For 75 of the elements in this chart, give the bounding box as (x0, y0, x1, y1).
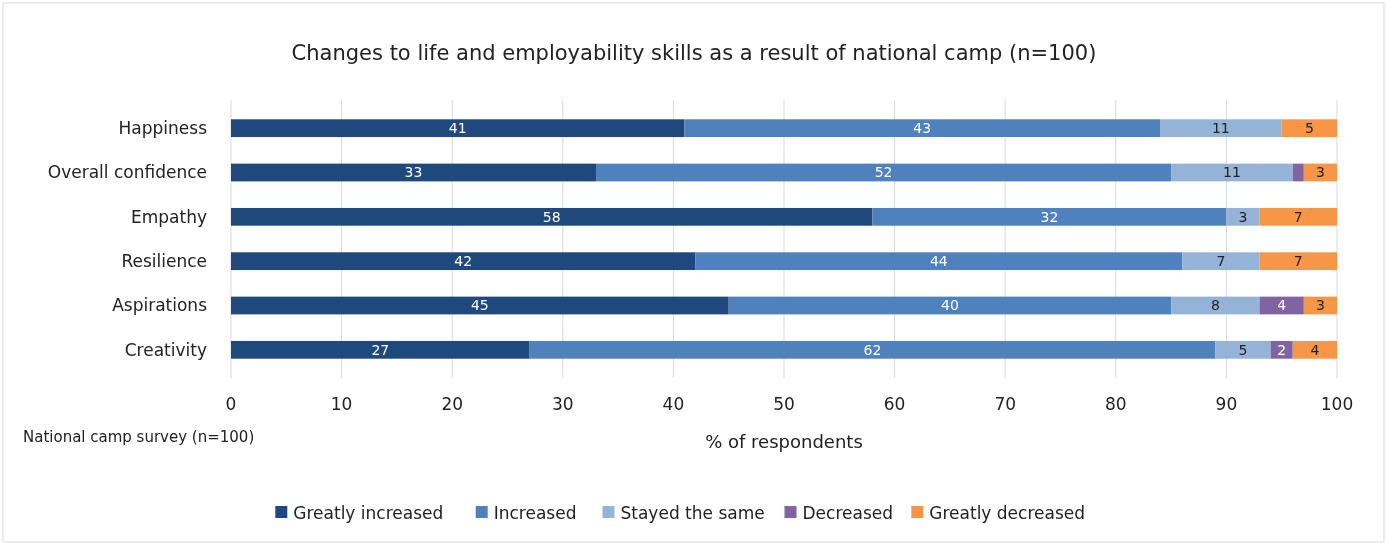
x-tick-label: 60 (883, 394, 906, 414)
text: National camp survey (n=100) (23, 428, 255, 446)
legend-label: Greatly increased (293, 502, 444, 523)
y-tick-label: Empathy (130, 206, 207, 227)
x-tick-label: 90 (1215, 394, 1238, 414)
legend-label: Greatly decreased (929, 502, 1086, 523)
bar (1182, 252, 1260, 271)
data-label: 11 (1223, 164, 1241, 181)
bar (1215, 340, 1271, 359)
bar (728, 296, 1172, 315)
data-label: 3 (1238, 208, 1248, 225)
data-label: 52 (874, 164, 893, 181)
data-label: 27 (371, 341, 390, 358)
bar (529, 340, 1216, 359)
legend-label: Decreased (802, 502, 893, 523)
x-tick-label: 20 (441, 394, 464, 414)
x-tick-label: 30 (551, 394, 574, 414)
bar (695, 252, 1183, 271)
x-tick-label: 10 (330, 394, 353, 414)
data-label: 7 (1293, 208, 1303, 225)
bar (1226, 207, 1260, 226)
data-label: 5 (1304, 120, 1314, 137)
data-label: 7 (1293, 253, 1303, 270)
data-label: 40 (940, 297, 959, 314)
bar (1259, 252, 1337, 271)
bar (1270, 340, 1293, 359)
x-tick-label: 80 (1104, 394, 1127, 414)
data-label: 43 (913, 120, 932, 137)
data-label: 45 (470, 297, 489, 314)
data-label: 32 (1040, 208, 1059, 225)
data-label: 11 (1211, 120, 1230, 137)
bar (231, 119, 685, 138)
bar (231, 340, 530, 359)
bar (1171, 296, 1260, 315)
bar (684, 119, 1161, 138)
bar (595, 163, 1172, 182)
bar (231, 252, 696, 271)
data-label: 62 (863, 341, 882, 358)
data-label: 41 (448, 120, 467, 137)
data-label: 5 (1238, 341, 1248, 358)
y-tick-label: Resilience (121, 251, 207, 272)
data-label: 2 (1277, 341, 1287, 358)
bar (872, 207, 1227, 226)
data-label: 58 (542, 208, 561, 225)
bar (231, 163, 596, 182)
y-tick-label: Aspirations (112, 295, 208, 316)
y-tick-label: Happiness (118, 118, 208, 139)
data-label: 44 (929, 253, 948, 270)
data-label: 42 (454, 253, 473, 270)
bar (1292, 340, 1337, 359)
data-label: 33 (404, 164, 423, 181)
x-tick-label: 70 (994, 394, 1017, 414)
legend-label: Increased (493, 502, 577, 523)
x-tick-label: 50 (773, 394, 795, 414)
bar (231, 207, 873, 226)
data-label: 4 (1277, 297, 1287, 314)
bar (1281, 119, 1337, 138)
bar (1171, 163, 1293, 182)
chart-title: Changes to life and employability skills as a result of national camp (n=100) (291, 41, 1097, 65)
data-label: 8 (1210, 297, 1220, 314)
data-label: 3 (1315, 164, 1325, 181)
y-tick-label: Creativity (124, 339, 207, 360)
bar (1259, 207, 1337, 226)
x-axis-title: % of respondents (705, 431, 863, 452)
bar (231, 296, 729, 315)
data-label: 3 (1315, 297, 1325, 314)
y-tick-label: Overall confidence (47, 162, 207, 183)
data-label: 7 (1216, 253, 1226, 270)
data-label: 4 (1310, 341, 1320, 358)
bar (1160, 119, 1282, 138)
x-tick-label: 0 (225, 394, 237, 414)
x-tick-label: 40 (662, 394, 685, 414)
bar (1292, 163, 1304, 182)
x-tick-label: 100 (1320, 394, 1354, 414)
legend-label: Stayed the same (620, 502, 765, 523)
